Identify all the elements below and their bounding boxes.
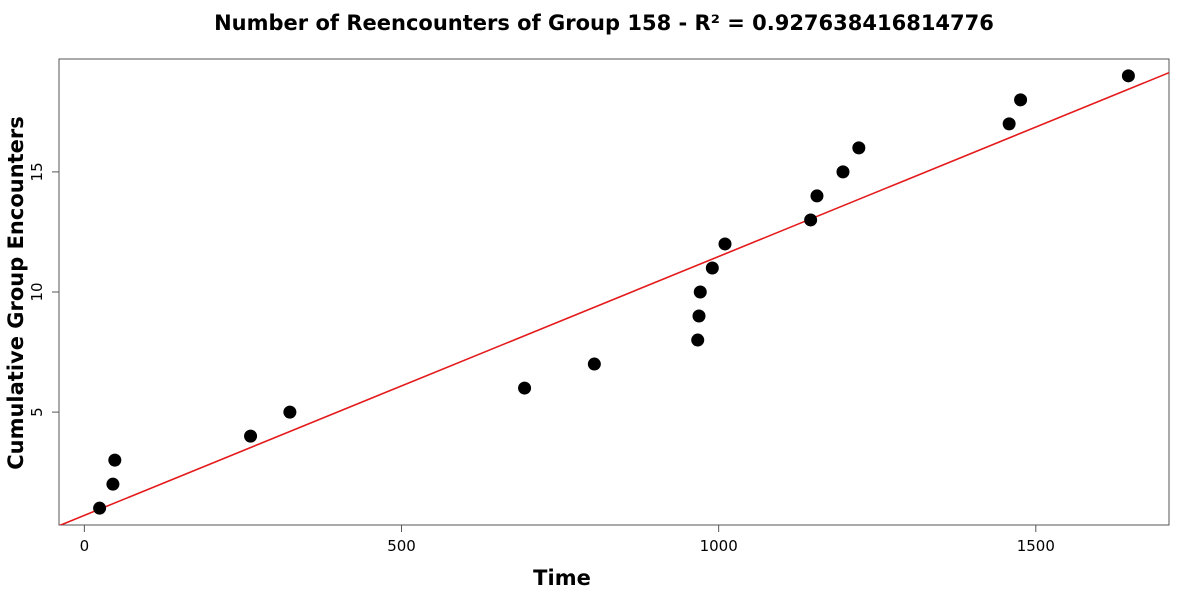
data-point bbox=[1002, 117, 1016, 131]
x-tick-label: 0 bbox=[80, 537, 90, 555]
x-axis: 0 500 1000 1500 bbox=[80, 524, 1055, 555]
plot-content bbox=[59, 69, 1169, 525]
data-point bbox=[691, 333, 705, 347]
y-tick-label: 5 bbox=[28, 407, 46, 417]
data-point bbox=[1014, 93, 1028, 107]
data-point bbox=[693, 285, 707, 299]
plot-area-frame bbox=[58, 58, 1170, 526]
data-point bbox=[283, 405, 297, 419]
x-axis-title: Time bbox=[533, 566, 591, 590]
x-tick-label: 1000 bbox=[700, 537, 738, 555]
data-point bbox=[836, 165, 850, 179]
y-tick-label: 10 bbox=[28, 282, 46, 301]
data-point bbox=[692, 309, 706, 323]
y-axis: 5 10 15 bbox=[28, 162, 60, 417]
data-point bbox=[108, 453, 122, 467]
y-tick-label: 15 bbox=[28, 162, 46, 181]
x-tick-label: 1500 bbox=[1017, 537, 1055, 555]
data-point bbox=[810, 189, 824, 203]
data-point bbox=[587, 357, 601, 371]
data-point bbox=[518, 381, 532, 395]
data-point bbox=[93, 501, 107, 515]
data-point bbox=[705, 261, 719, 275]
data-point bbox=[718, 237, 732, 251]
y-axis-title: Cumulative Group Encounters bbox=[4, 116, 28, 470]
x-tick-label: 500 bbox=[387, 537, 416, 555]
data-point bbox=[244, 429, 258, 443]
chart-title: Number of Reencounters of Group 158 - R²… bbox=[214, 11, 994, 35]
data-point bbox=[804, 213, 818, 227]
regression-line bbox=[59, 71, 1169, 525]
data-point bbox=[106, 477, 120, 491]
data-point bbox=[1121, 69, 1135, 83]
data-point bbox=[852, 141, 866, 155]
